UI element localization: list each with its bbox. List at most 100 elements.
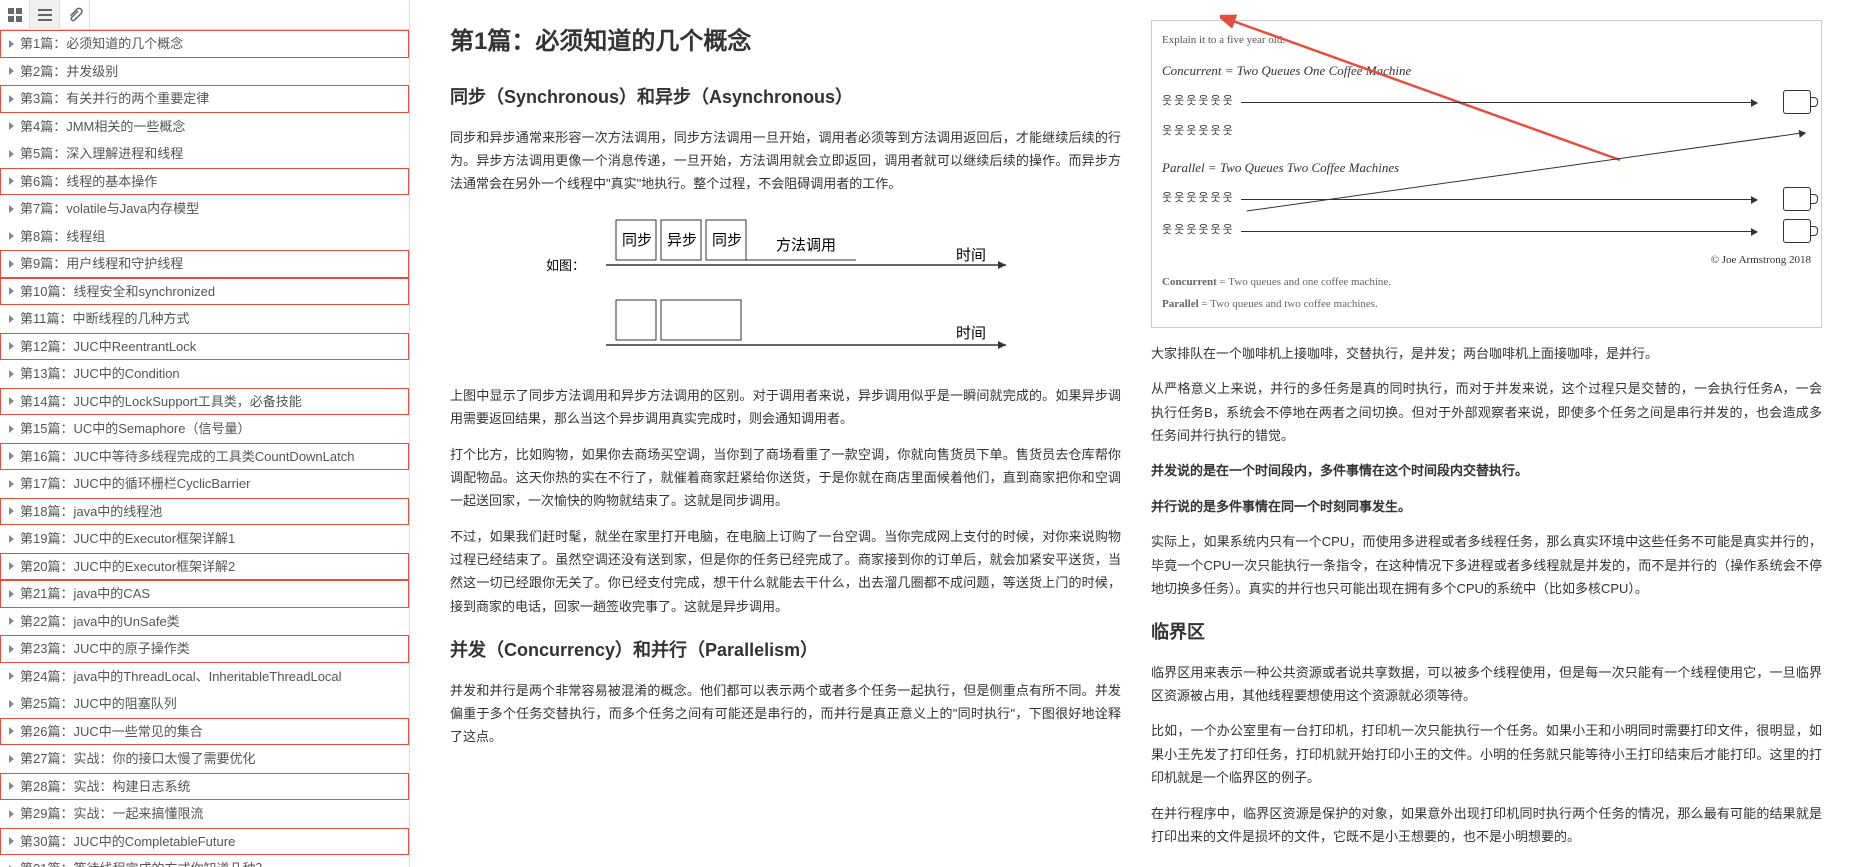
toc-item-label: 第10篇：线程安全和synchronized [20,282,215,302]
queue-icon: 웃웃웃웃웃웃 [1162,221,1235,241]
paragraph: 并发和并行是两个非常容易被混淆的概念。他们都可以表示两个或者多个任务一起执行，但… [450,679,1121,749]
chevron-right-icon [9,810,14,818]
chevron-right-icon [9,562,14,570]
toc-item[interactable]: 第8篇：线程组 [0,223,409,251]
toc-item[interactable]: 第23篇：JUC中的原子操作类 [0,635,409,663]
chevron-right-icon [9,40,14,48]
toc-item[interactable]: 第30篇：JUC中的CompletableFuture [0,828,409,856]
toc-item-label: 第17篇：JUC中的循环栅栏CyclicBarrier [20,474,250,494]
toc-item[interactable]: 第25篇：JUC中的阻塞队列 [0,690,409,718]
toc-item[interactable]: 第21篇：java中的CAS [0,580,409,608]
coffee-icon [1783,219,1811,243]
toc-item-label: 第7篇：volatile与Java内存模型 [20,199,199,219]
chevron-right-icon [9,177,14,185]
paragraph: 比如，一个办公室里有一台打印机，打印机一次只能执行一个任务。如果小王和小明同时需… [1151,719,1822,789]
sync-async-diagram: 如图： 同步 异步 同步 方法调用 时间 时间 [450,210,1121,370]
chevron-right-icon [9,150,14,158]
toc-item[interactable]: 第3篇：有关并行的两个重要定律 [0,85,409,113]
toc-item-label: 第23篇：JUC中的原子操作类 [20,639,190,659]
chevron-right-icon [9,425,14,433]
tab-attachments[interactable] [60,0,90,30]
toc-item[interactable]: 第4篇：JMM相关的一些概念 [0,113,409,141]
sidebar: 第1篇：必须知道的几个概念第2篇：并发级别第3篇：有关并行的两个重要定律第4篇：… [0,0,410,867]
paragraph: 并发说的是在一个时间段内，多件事情在这个时间段内交替执行。 [1151,459,1822,482]
toc-item-label: 第26篇：JUC中一些常见的集合 [20,722,203,742]
chevron-right-icon [9,672,14,680]
paragraph: 同步和异步通常来形容一次方法调用，同步方法调用一旦开始，调用者必须等到方法调用返… [450,126,1121,196]
toc-item-label: 第18篇：java中的线程池 [20,502,162,522]
toc-item[interactable]: 第14篇：JUC中的LockSupport工具类，必备技能 [0,388,409,416]
toc-item[interactable]: 第18篇：java中的线程池 [0,498,409,526]
paragraph: 从严格意义上来说，并行的多任务是真的同时执行，而对于并发来说，这个过程只是交替的… [1151,377,1822,447]
toc-item[interactable]: 第1篇：必须知道的几个概念 [0,30,409,58]
toc-item[interactable]: 第26篇：JUC中一些常见的集合 [0,718,409,746]
toc-item[interactable]: 第11篇：中断线程的几种方式 [0,305,409,333]
red-arrow-annotation [1220,10,1640,170]
paragraph: 在并行程序中，临界区资源是保护的对象，如果意外出现打印机同时执行两个任务的情况，… [1151,802,1822,849]
chevron-right-icon [9,232,14,240]
toc-item[interactable]: 第24篇：java中的ThreadLocal、InheritableThread… [0,663,409,691]
toc-item-label: 第11篇：中断线程的几种方式 [20,309,190,329]
chevron-right-icon [9,205,14,213]
chevron-right-icon [9,370,14,378]
toc-item-label: 第5篇：深入理解进程和线程 [20,144,183,164]
toc-item-label: 第19篇：JUC中的Executor框架详解1 [20,529,235,549]
paragraph: 临界区用来表示一种公共资源或者说共享数据，可以被多个线程使用，但是每一次只能有一… [1151,661,1822,708]
column-left: 第1篇：必须知道的几个概念 同步（Synchronous）和异步（Asynchr… [450,20,1121,847]
chevron-right-icon [9,535,14,543]
chevron-right-icon [9,95,14,103]
svg-text:如图：: 如图： [546,258,585,273]
chevron-right-icon [9,315,14,323]
toc-item-label: 第13篇：JUC中的Condition [20,364,180,384]
paragraph: 实际上，如果系统内只有一个CPU，而使用多进程或者多线程任务，那么真实环境中这些… [1151,530,1822,600]
toc-item[interactable]: 第7篇：volatile与Java内存模型 [0,195,409,223]
svg-text:方法调用: 方法调用 [776,237,836,254]
toc-item[interactable]: 第2篇：并发级别 [0,58,409,86]
toc-item-label: 第22篇：java中的UnSafe类 [20,612,180,632]
paragraph: 大家排队在一个咖啡机上接咖啡，交替执行，是并发；两台咖啡机上面接咖啡，是并行。 [1151,342,1822,365]
toc-item[interactable]: 第27篇：实战：你的接口太慢了需要优化 [0,745,409,773]
toc-item[interactable]: 第9篇：用户线程和守护线程 [0,250,409,278]
toc-item-label: 第30篇：JUC中的CompletableFuture [20,832,235,852]
toc-item[interactable]: 第12篇：JUC中ReentrantLock [0,333,409,361]
section-heading: 临界区 [1151,616,1822,648]
toc-item[interactable]: 第13篇：JUC中的Condition [0,360,409,388]
chevron-right-icon [9,727,14,735]
toc-item-label: 第21篇：java中的CAS [20,584,150,604]
toc-item[interactable]: 第5篇：深入理解进程和线程 [0,140,409,168]
paragraph: 不过，如果我们赶时髦，就坐在家里打开电脑，在电脑上订购了一台空调。当你完成网上支… [450,525,1121,619]
caption: Concurrent Concurrent = Two queues and o… [1162,273,1811,293]
toc-item-label: 第24篇：java中的ThreadLocal、InheritableThread… [20,667,342,687]
chevron-right-icon [9,287,14,295]
chevron-right-icon [9,782,14,790]
chevron-right-icon [9,67,14,75]
chevron-right-icon [9,342,14,350]
toc-item[interactable]: 第20篇：JUC中的Executor框架详解2 [0,553,409,581]
toc-item[interactable]: 第29篇：实战：一起来搞懂限流 [0,800,409,828]
toc-item[interactable]: 第16篇：JUC中等待多线程完成的工具类CountDownLatch [0,443,409,471]
toc-item[interactable]: 第31篇：等待线程完成的方式你知道几种？ [0,855,409,867]
tab-outline[interactable] [30,0,60,30]
diagram-svg: 如图： 同步 异步 同步 方法调用 时间 时间 [546,210,1026,370]
toc-item[interactable]: 第6篇：线程的基本操作 [0,168,409,196]
toc-item[interactable]: 第17篇：JUC中的循环栅栏CyclicBarrier [0,470,409,498]
toc-item[interactable]: 第22篇：java中的UnSafe类 [0,608,409,636]
section-heading: 同步（Synchronous）和异步（Asynchronous） [450,81,1121,113]
paragraph: 打个比方，比如购物，如果你去商场买空调，当你到了商场看重了一款空调，你就向售货员… [450,443,1121,513]
toc-item[interactable]: 第10篇：线程安全和synchronized [0,278,409,306]
toc-item[interactable]: 第28篇：实战：构建日志系统 [0,773,409,801]
chevron-right-icon [9,755,14,763]
toc-item-label: 第6篇：线程的基本操作 [20,172,157,192]
svg-text:异步: 异步 [667,232,697,249]
tab-thumbnails[interactable] [0,0,30,30]
coffee-icon [1783,187,1811,211]
toc-item-label: 第16篇：JUC中等待多线程完成的工具类CountDownLatch [20,447,354,467]
toc-item-label: 第1篇：必须知道的几个概念 [20,34,183,54]
article-title: 第1篇：必须知道的几个概念 [450,20,1121,63]
svg-text:时间: 时间 [956,325,986,342]
paragraph: 并行说的是多件事情在同一个时刻同事发生。 [1151,495,1822,518]
toc-item[interactable]: 第19篇：JUC中的Executor框架详解1 [0,525,409,553]
toc-item-label: 第4篇：JMM相关的一些概念 [20,117,185,137]
toc-item-label: 第14篇：JUC中的LockSupport工具类，必备技能 [20,392,302,412]
toc-item[interactable]: 第15篇：UC中的Semaphore（信号量） [0,415,409,443]
